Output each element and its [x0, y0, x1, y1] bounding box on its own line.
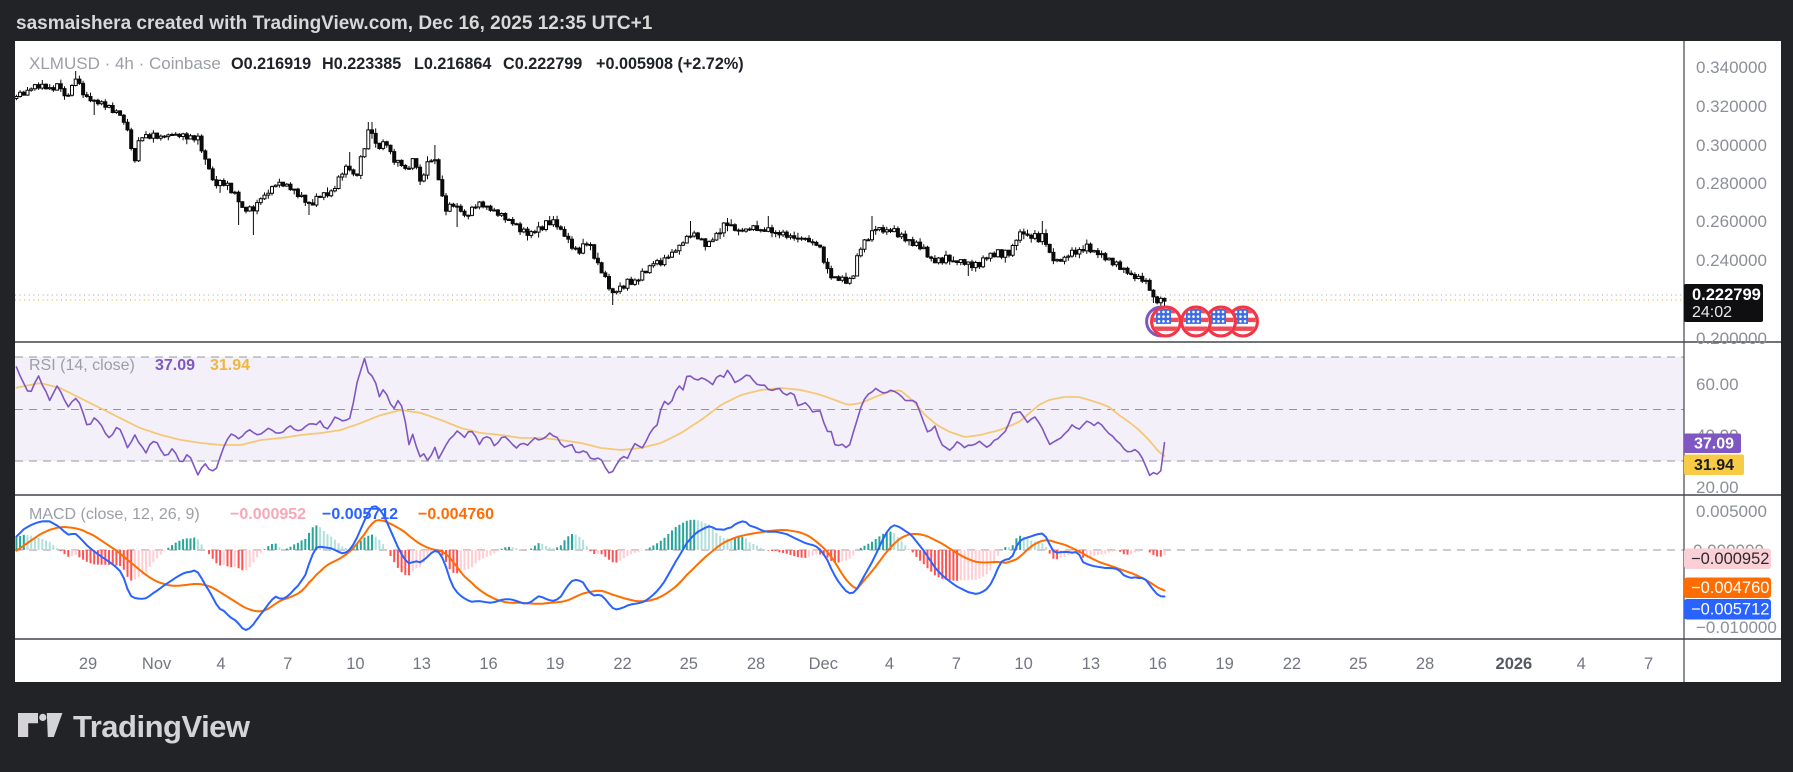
svg-text:19: 19 — [1215, 655, 1233, 673]
svg-text:−0.005712: −0.005712 — [322, 506, 398, 523]
svg-text:37.09: 37.09 — [1694, 436, 1734, 453]
svg-text:10: 10 — [346, 655, 364, 673]
svg-text:+0.005908 (+2.72%): +0.005908 (+2.72%) — [596, 55, 744, 73]
svg-text:31.94: 31.94 — [210, 357, 250, 374]
svg-text:MACD (close, 12, 26, 9): MACD (close, 12, 26, 9) — [29, 506, 200, 523]
svg-text:22: 22 — [613, 655, 631, 673]
svg-text:−0.000952: −0.000952 — [1691, 550, 1769, 568]
svg-text:28: 28 — [747, 655, 765, 673]
svg-text:37.09: 37.09 — [155, 357, 195, 374]
svg-text:60.00: 60.00 — [1696, 375, 1739, 394]
svg-text:Dec: Dec — [809, 655, 838, 673]
svg-text:O0.216919: O0.216919 — [231, 55, 311, 73]
svg-text:0.320000: 0.320000 — [1696, 97, 1767, 116]
svg-text:16: 16 — [479, 655, 497, 673]
svg-text:−0.000952: −0.000952 — [230, 506, 306, 523]
svg-text:28: 28 — [1416, 655, 1434, 673]
svg-text:RSI (14, close): RSI (14, close) — [29, 357, 135, 374]
svg-text:sasmaishera created with Tradi: sasmaishera created with TradingView.com… — [16, 13, 653, 34]
svg-text:TradingView: TradingView — [73, 709, 251, 744]
svg-text:0.280000: 0.280000 — [1696, 174, 1767, 193]
svg-text:25: 25 — [1349, 655, 1367, 673]
svg-text:−0.004760: −0.004760 — [418, 506, 494, 523]
svg-text:0.240000: 0.240000 — [1696, 251, 1767, 270]
svg-text:L0.216864: L0.216864 — [414, 55, 491, 73]
svg-text:29: 29 — [79, 655, 97, 673]
svg-text:XLMUSD · 4h · Coinbase: XLMUSD · 4h · Coinbase — [29, 54, 221, 73]
svg-text:H0.223385: H0.223385 — [322, 55, 401, 73]
svg-text:16: 16 — [1149, 655, 1167, 673]
svg-text:7: 7 — [1644, 655, 1653, 673]
svg-text:19: 19 — [546, 655, 564, 673]
svg-text:7: 7 — [283, 655, 292, 673]
svg-text:0.300000: 0.300000 — [1696, 136, 1767, 155]
svg-text:−0.004760: −0.004760 — [1691, 579, 1769, 597]
svg-text:20.00: 20.00 — [1696, 478, 1739, 497]
svg-text:C0.222799: C0.222799 — [503, 55, 582, 73]
svg-text:24:02: 24:02 — [1692, 304, 1732, 321]
svg-text:22: 22 — [1283, 655, 1301, 673]
svg-text:0.222799: 0.222799 — [1692, 286, 1761, 304]
svg-text:13: 13 — [413, 655, 431, 673]
svg-text:2026: 2026 — [1496, 655, 1533, 673]
svg-text:10: 10 — [1014, 655, 1032, 673]
svg-text:0.340000: 0.340000 — [1696, 58, 1767, 77]
svg-text:7: 7 — [952, 655, 961, 673]
svg-text:4: 4 — [216, 655, 225, 673]
svg-text:−0.010000: −0.010000 — [1696, 618, 1777, 637]
svg-text:25: 25 — [680, 655, 698, 673]
svg-text:0.200000: 0.200000 — [1696, 329, 1767, 348]
svg-text:−0.005712: −0.005712 — [1691, 601, 1769, 619]
svg-text:0.005000: 0.005000 — [1696, 502, 1767, 521]
svg-text:13: 13 — [1082, 655, 1100, 673]
svg-text:0.260000: 0.260000 — [1696, 212, 1767, 231]
svg-text:Nov: Nov — [142, 655, 172, 673]
svg-text:4: 4 — [885, 655, 894, 673]
svg-text:4: 4 — [1577, 655, 1586, 673]
svg-text:31.94: 31.94 — [1694, 457, 1734, 474]
